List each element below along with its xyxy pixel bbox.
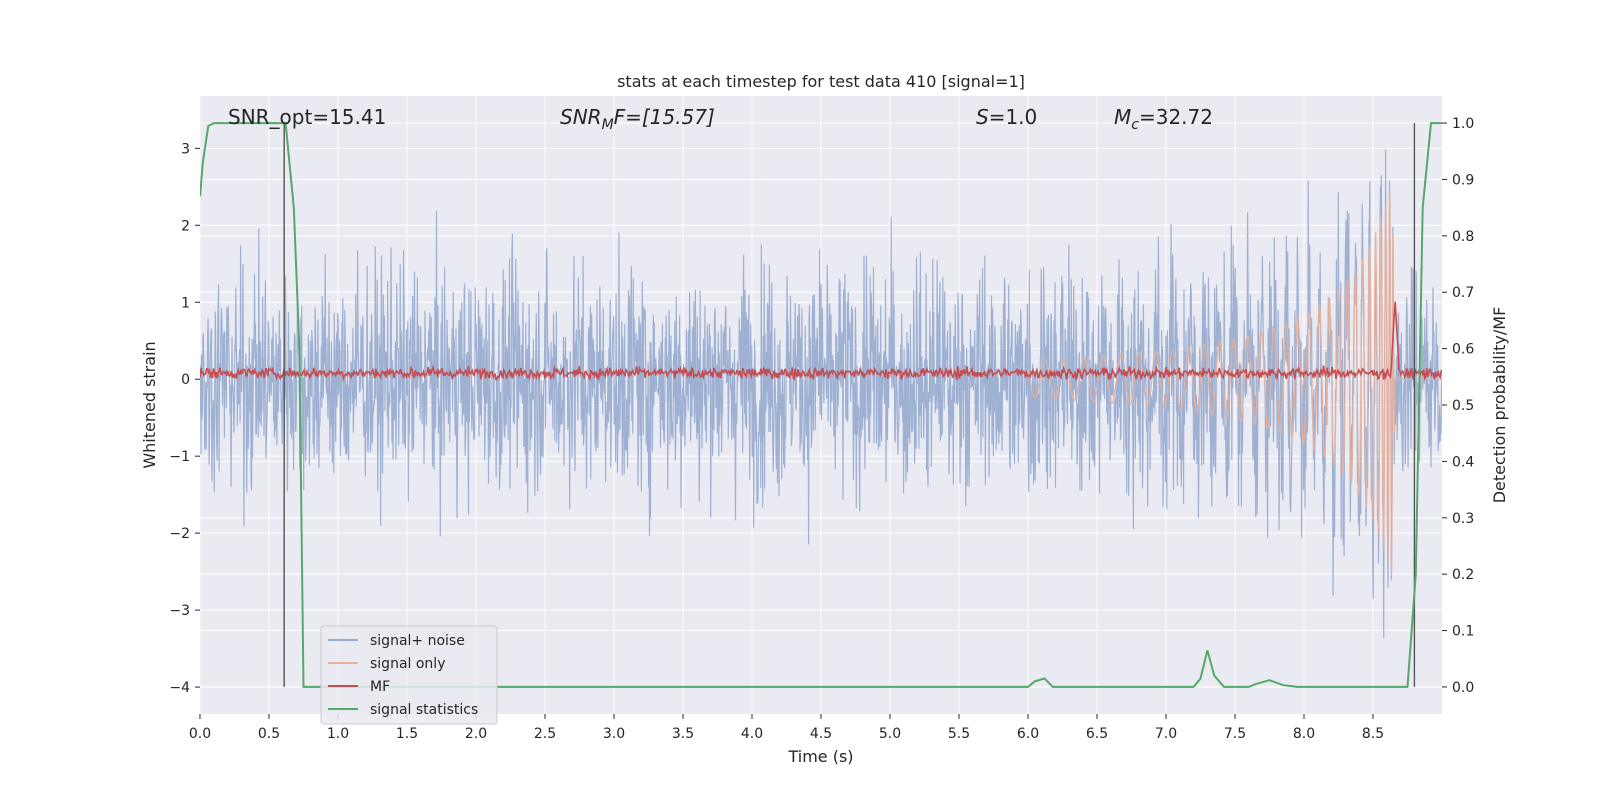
y2-tick-label: 0.1 xyxy=(1452,624,1474,640)
y2-tick-label: 0.4 xyxy=(1452,454,1474,470)
y2-tick-label: 1.0 xyxy=(1452,116,1474,132)
x-tick-label: 7.5 xyxy=(1224,726,1246,742)
signal-statistics-line xyxy=(200,122,1442,688)
x-ticks: 0.0 0.5 1.0 1.5 2.0 2.5 3.0 3.5 4.0 4.5 5.0 5.5 6.0 6… xyxy=(189,714,1384,742)
x-tick-label: 0.0 xyxy=(189,726,211,742)
y2-tick-label: 0.2 xyxy=(1452,567,1474,583)
y-tick-label: −3 xyxy=(169,603,190,619)
signal-noise-line xyxy=(200,149,1442,639)
y-axis-label: Whitened strain xyxy=(140,341,159,468)
signal-only-line xyxy=(1027,191,1442,575)
y2-tick-label: 0.9 xyxy=(1452,172,1474,188)
annotation-snr-mf: SNRMF=[15.57] xyxy=(560,105,715,133)
y-tick-label: −4 xyxy=(169,680,190,696)
x-tick-label: 7.0 xyxy=(1155,726,1177,742)
legend-box xyxy=(320,625,498,725)
x-tick-label: 5.0 xyxy=(879,726,901,742)
y2-tick-label: 0.3 xyxy=(1452,511,1474,527)
y2-tick-label: 0.0 xyxy=(1452,680,1474,696)
plot-area xyxy=(200,122,1442,688)
legend-label-signal-noise: signal+ noise xyxy=(370,633,465,649)
mf-line xyxy=(200,301,1442,382)
x-tick-label: 5.5 xyxy=(948,726,970,742)
y2-tick-label: 0.8 xyxy=(1452,229,1474,245)
x-tick-label: 2.0 xyxy=(465,726,487,742)
y-tick-label: 3 xyxy=(181,141,190,157)
legend-label-mf: MF xyxy=(370,679,390,695)
legend: signal+ noise signal only MF signal stat… xyxy=(320,625,498,725)
x-tick-label: 8.0 xyxy=(1293,726,1315,742)
x-tick-label: 2.5 xyxy=(534,726,556,742)
x-tick-label: 8.5 xyxy=(1362,726,1384,742)
y-tick-label: −2 xyxy=(169,526,190,542)
x-axis-label: Time (s) xyxy=(787,747,853,766)
y2-tick-label: 0.6 xyxy=(1452,342,1474,358)
annotation-mc: Mc=32.72 xyxy=(1114,105,1213,133)
y-ticks: 3 2 1 0 −1 −2 −3 −4 xyxy=(169,141,200,696)
x-tick-label: 3.0 xyxy=(603,726,625,742)
x-tick-label: 6.0 xyxy=(1017,726,1039,742)
y2-axis-label: Detection probability/MF xyxy=(1490,307,1509,504)
annotation-s: S=1.0 xyxy=(976,105,1037,129)
x-tick-label: 1.0 xyxy=(327,726,349,742)
y2-ticks: 1.0 0.9 0.8 0.7 0.6 0.5 0.4 0.3 0.2 0.1 0.0 xyxy=(1442,116,1474,696)
chart-title: stats at each timestep for test data 410… xyxy=(617,72,1025,91)
y-tick-label: 0 xyxy=(181,372,190,388)
y-tick-label: −1 xyxy=(169,449,190,465)
x-tick-label: 3.5 xyxy=(672,726,694,742)
y-tick-label: 2 xyxy=(181,218,190,234)
y-tick-label: 1 xyxy=(181,295,190,311)
x-tick-label: 4.0 xyxy=(741,726,763,742)
y2-tick-label: 0.5 xyxy=(1452,398,1474,414)
x-tick-label: 6.5 xyxy=(1086,726,1108,742)
x-tick-label: 4.5 xyxy=(810,726,832,742)
legend-label-signal-statistics: signal statistics xyxy=(370,702,478,718)
y2-tick-label: 0.7 xyxy=(1452,285,1474,301)
x-tick-label: 1.5 xyxy=(396,726,418,742)
legend-label-signal-only: signal only xyxy=(370,656,445,672)
annotation-snr-opt: SNR_opt=15.41 xyxy=(228,105,386,129)
x-tick-label: 0.5 xyxy=(258,726,280,742)
